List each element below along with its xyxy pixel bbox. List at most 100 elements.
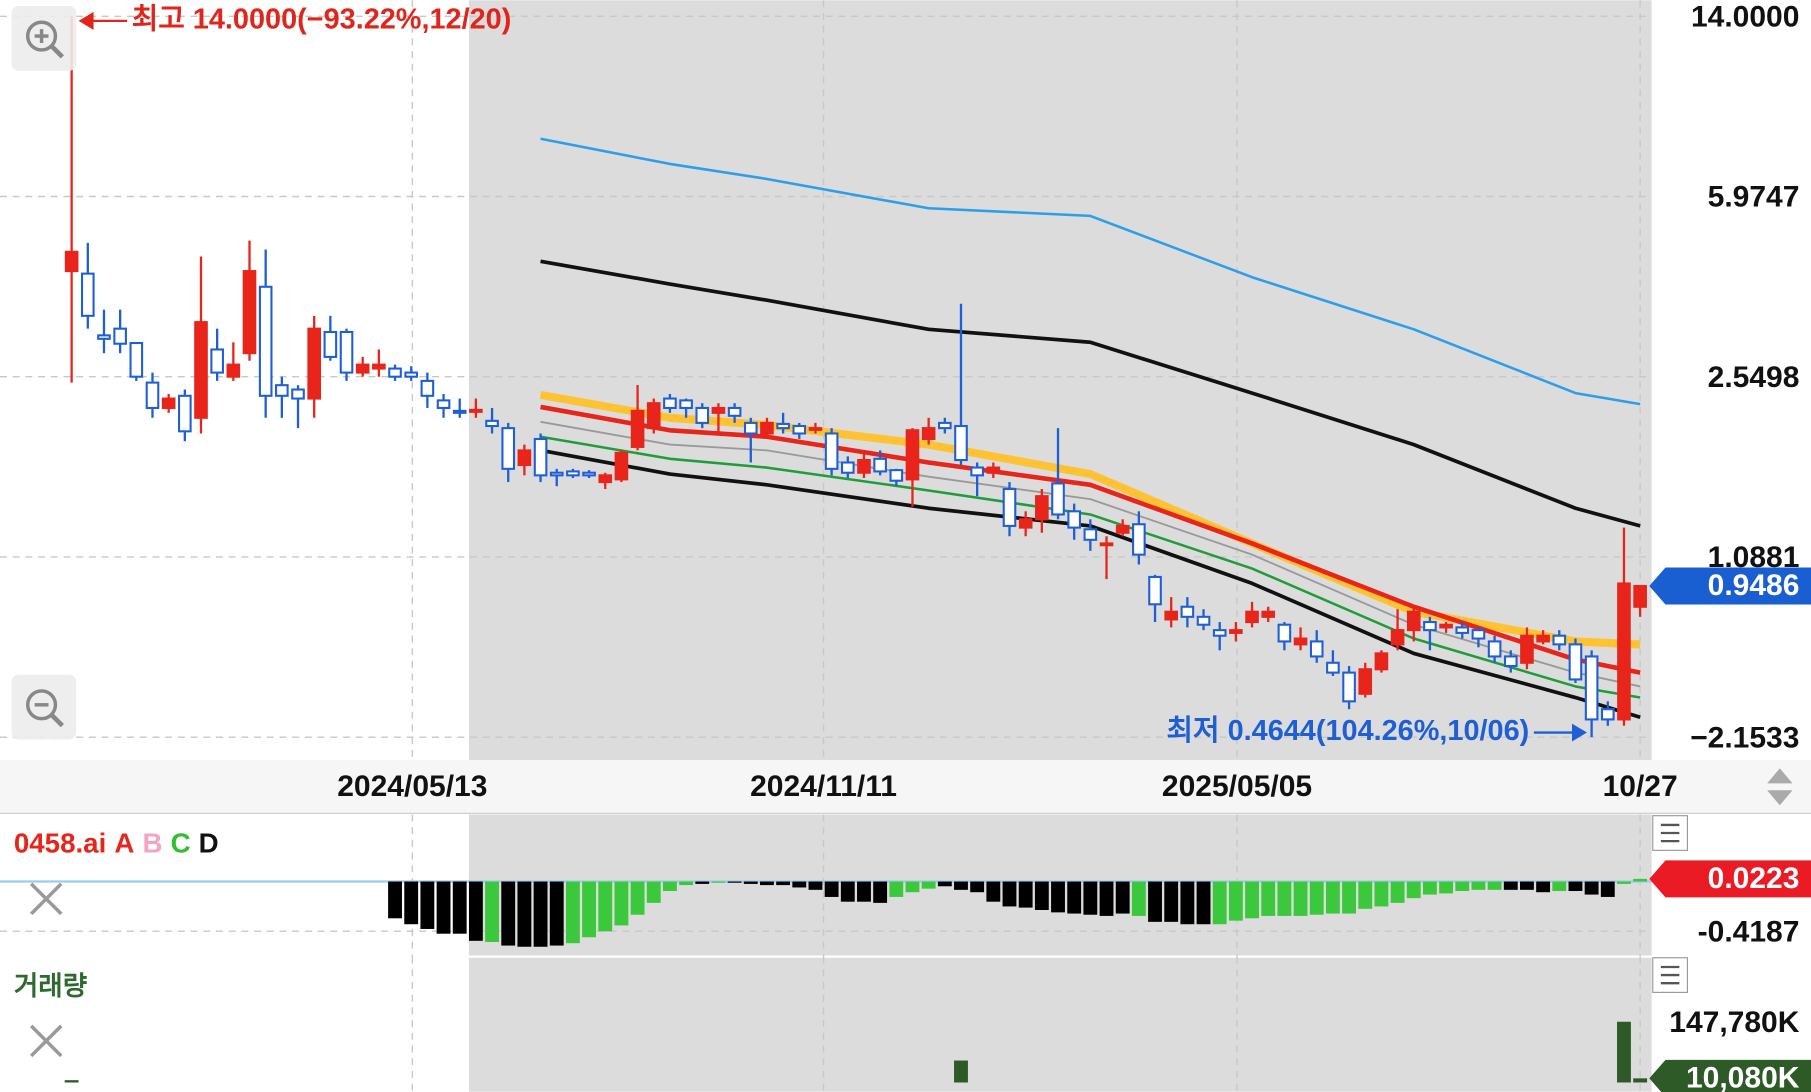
candle-body — [517, 449, 532, 467]
candle-body — [1374, 652, 1389, 671]
candle-body — [824, 432, 839, 470]
volume-badge-shape — [1649, 1059, 1811, 1092]
candle-body — [1002, 487, 1017, 527]
candle-body — [1164, 610, 1179, 621]
bar — [840, 881, 855, 902]
zoom-out[interactable] — [11, 674, 77, 740]
bar — [1600, 881, 1615, 897]
close-indicator[interactable] — [29, 882, 63, 916]
bar — [1245, 881, 1259, 919]
bar — [695, 881, 710, 884]
candle-body — [1212, 629, 1227, 637]
candle-body — [1099, 542, 1114, 547]
bar — [1471, 881, 1486, 890]
candle-body — [1196, 615, 1211, 626]
bar — [614, 881, 629, 926]
indicator-menu[interactable] — [1652, 815, 1688, 851]
bar — [1325, 881, 1340, 914]
candle-body — [1600, 708, 1615, 721]
moving-average-line — [540, 137, 1641, 406]
bar — [954, 881, 968, 890]
candle-body — [1552, 634, 1567, 646]
candle-body — [970, 466, 984, 477]
bar — [1293, 881, 1308, 916]
zoom-in[interactable] — [11, 6, 77, 71]
price-shade — [468, 0, 1652, 761]
bar — [1455, 881, 1470, 892]
bar — [1390, 881, 1405, 903]
bar — [1067, 881, 1082, 914]
x-tick-label: 2025/05/05 — [1162, 770, 1312, 803]
candle-body — [226, 363, 241, 378]
bar — [582, 881, 597, 938]
candle-body — [1455, 626, 1470, 634]
candle-body — [1018, 518, 1033, 529]
candle-body — [1358, 668, 1373, 695]
candle-body — [566, 470, 580, 477]
bar — [1633, 878, 1648, 882]
low-arrow — [1533, 723, 1587, 742]
candle-body — [857, 459, 871, 474]
candle-body — [1342, 671, 1356, 703]
bar — [420, 881, 435, 929]
bar — [1228, 881, 1243, 921]
bar — [986, 881, 1001, 902]
indicator-badge: 0.0223 — [1708, 862, 1800, 895]
candle-body — [1503, 655, 1518, 668]
high-arrow — [78, 11, 128, 30]
bar — [857, 881, 871, 902]
bar — [1536, 881, 1551, 893]
low-annotation: 최저 0.4644(104.26%,10/06) — [1166, 715, 1529, 747]
candle-body — [420, 379, 435, 397]
x-tick-label: 10/27 — [1603, 770, 1678, 803]
candle-body — [1067, 510, 1081, 529]
bar — [1115, 881, 1130, 914]
candle-body — [711, 406, 726, 414]
volume-menu[interactable] — [1652, 957, 1688, 993]
bar — [1342, 881, 1357, 914]
bar — [1633, 1078, 1648, 1083]
y-tick-label: 2.5498 — [1708, 361, 1800, 394]
candle-body — [921, 427, 936, 441]
candle-body — [776, 422, 790, 430]
x-tick-label: 2024/11/11 — [750, 770, 897, 803]
bar — [1406, 881, 1421, 899]
bar — [727, 881, 742, 883]
bar — [937, 881, 952, 887]
moving-average-line — [540, 259, 1641, 528]
bar — [1002, 881, 1017, 907]
candle-body — [1487, 640, 1502, 658]
volume-badge: 10,080K — [1686, 1061, 1800, 1092]
scroll-arrows[interactable] — [1767, 768, 1793, 806]
bar — [1164, 881, 1179, 922]
bar — [1261, 881, 1276, 916]
candle-body — [469, 408, 483, 413]
bar — [824, 881, 839, 897]
last-price-badge-shape — [1649, 567, 1811, 605]
bar — [64, 1080, 79, 1083]
bar — [679, 881, 694, 886]
bar — [1196, 881, 1211, 925]
bar — [970, 881, 985, 893]
bar — [808, 881, 823, 890]
candle-body — [452, 409, 467, 414]
candle-body — [404, 371, 419, 378]
bar — [404, 881, 419, 925]
candle-body — [275, 384, 289, 397]
bar — [646, 881, 661, 903]
candle-body — [889, 469, 904, 482]
bar — [792, 881, 807, 888]
legend-item: B — [142, 828, 162, 859]
candle-body — [355, 363, 370, 374]
bar — [1358, 881, 1373, 909]
candle-body — [840, 461, 855, 474]
bar — [1487, 881, 1502, 890]
candle-body — [873, 457, 887, 473]
indicator-legend: 0458.ai A B C D — [14, 828, 219, 859]
candle-body — [679, 399, 693, 409]
last-price-badge: 0.9486 — [1708, 569, 1800, 602]
bar — [1131, 881, 1146, 916]
close-volume[interactable] — [29, 1024, 63, 1058]
candle-body — [792, 424, 807, 435]
candle-body — [1439, 623, 1453, 629]
